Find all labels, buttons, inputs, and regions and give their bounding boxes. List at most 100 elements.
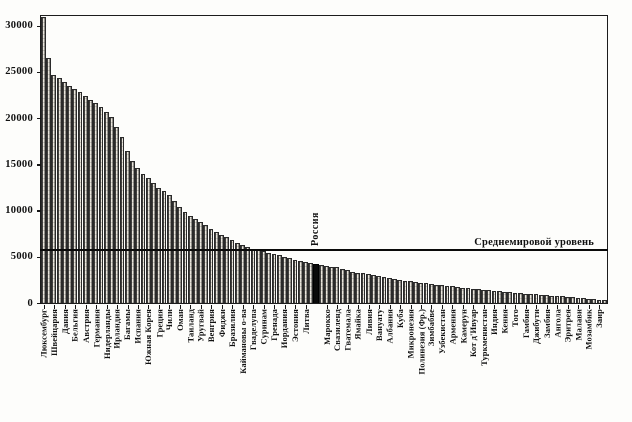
country-bar (119, 136, 125, 303)
x-tick (473, 305, 475, 309)
country-bar (282, 256, 287, 303)
world-average-line (40, 249, 608, 251)
x-tick (221, 305, 223, 309)
x-axis-label: Гваделупа (248, 309, 259, 351)
country-bar (596, 299, 602, 303)
x-tick (158, 305, 160, 309)
country-bar (219, 234, 224, 303)
country-bar (46, 58, 52, 303)
x-tick (578, 305, 580, 309)
country-bar (470, 288, 476, 303)
country-bar (72, 88, 78, 303)
y-tick (36, 256, 41, 258)
x-axis-label: Ирландия (112, 309, 122, 349)
country-bar (245, 247, 251, 303)
x-tick (452, 305, 454, 309)
y-tick-label: 10000 (5, 205, 33, 217)
country-bar (381, 277, 387, 303)
x-axis-label: Гренада (269, 309, 280, 341)
x-axis-label: Швейцария (49, 309, 60, 356)
country-bar (386, 278, 392, 303)
country-bar (350, 271, 355, 303)
x-tick (190, 305, 192, 309)
x-axis-label: Джибути (531, 309, 542, 344)
country-bar (140, 173, 146, 303)
x-axis-label: Камерун (457, 309, 468, 344)
x-tick (567, 305, 569, 309)
x-axis-label: Эритрея (562, 309, 573, 343)
y-axis: 0 5000 10000 15000 20000 25000 30000 (0, 17, 41, 309)
country-bar (61, 82, 67, 303)
country-bar (580, 298, 586, 303)
x-tick (525, 305, 527, 309)
country-bar (130, 160, 135, 303)
x-tick (242, 305, 244, 309)
country-bar (465, 288, 471, 303)
country-bar (67, 85, 72, 303)
x-axis-label: Микронезия (405, 309, 416, 359)
x-tick (347, 305, 349, 309)
country-bar (407, 281, 413, 303)
x-axis-label: Замбия (541, 309, 552, 338)
country-bar (507, 292, 513, 303)
country-bar (266, 252, 272, 303)
country-bar (318, 264, 324, 303)
x-axis-label: Бразилия (227, 309, 238, 347)
country-bar (428, 284, 434, 303)
x-tick (96, 305, 97, 309)
x-tick (274, 305, 276, 309)
x-tick (200, 305, 202, 309)
country-bar (434, 284, 439, 303)
country-bar (271, 254, 277, 303)
x-axis-label: Испания (133, 309, 143, 344)
x-axis-label: Албания (384, 309, 395, 344)
country-bar (324, 265, 329, 303)
x-tick (127, 305, 129, 309)
country-bar (82, 96, 88, 303)
x-tick (54, 305, 56, 309)
x-axis-label: Греция (153, 309, 164, 338)
russia-bar (313, 263, 320, 303)
country-bar (103, 111, 109, 303)
y-tick-label: 30000 (5, 20, 33, 32)
x-tick (389, 305, 391, 309)
x-axis-label: Зимбабве (426, 309, 437, 347)
x-axis-label: Марокко (321, 309, 332, 345)
country-bar (475, 289, 481, 303)
country-bar (198, 221, 203, 303)
x-tick (536, 305, 538, 309)
country-bar (491, 290, 497, 303)
country-bar (114, 127, 120, 303)
x-axis-label: Люксембург (38, 309, 49, 358)
country-bar (601, 300, 607, 303)
country-bar (229, 240, 235, 303)
country-bar (517, 293, 523, 303)
x-axis-label: Вануату (374, 309, 384, 341)
x-tick (253, 305, 255, 309)
country-bar (329, 266, 335, 303)
country-bar (496, 291, 502, 303)
x-tick (441, 305, 443, 309)
country-bar (444, 285, 450, 303)
country-bar (371, 275, 376, 303)
country-bar (88, 99, 93, 303)
x-axis-label: Туркменистан (478, 309, 489, 366)
country-bar (56, 78, 62, 303)
country-bar (565, 296, 570, 303)
x-axis-label: Таиланд (185, 309, 196, 343)
country-bar (334, 267, 340, 303)
y-tick (36, 210, 41, 212)
country-bar (549, 295, 555, 303)
country-bar (182, 211, 188, 303)
x-axis-label: Фиджи (216, 309, 227, 338)
country-bar (575, 297, 581, 303)
x-axis-label: Гамбия (520, 309, 531, 339)
x-tick (138, 305, 139, 309)
x-axis-label: Чили (164, 309, 175, 331)
x-axis-label: Иордания (279, 309, 290, 349)
x-axis-label: Австрия (80, 309, 91, 343)
x-tick (64, 305, 66, 309)
x-tick (169, 305, 171, 309)
country-bar (365, 274, 371, 303)
y-tick (36, 71, 41, 74)
